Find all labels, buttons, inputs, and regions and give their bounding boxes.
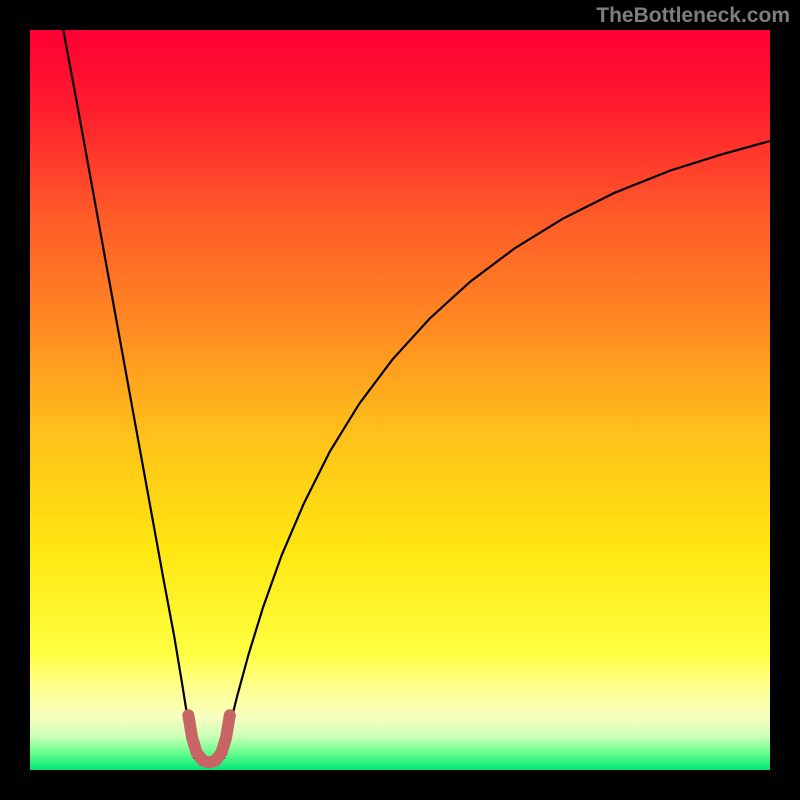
watermark-text: TheBottleneck.com <box>596 4 790 28</box>
plot-background <box>30 30 770 770</box>
bottleneck-chart <box>0 0 800 800</box>
chart-container: TheBottleneck.com <box>0 0 800 800</box>
